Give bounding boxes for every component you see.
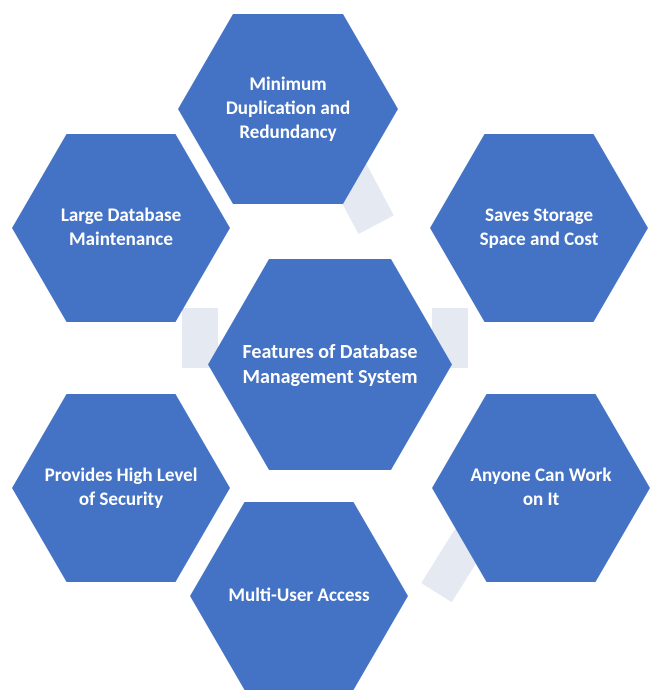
hex-upper-right: Saves Storage Space and Cost [430,134,648,322]
hex-label: Provides High Level of Security [12,464,230,512]
hex-label: Features of Database Management System [208,340,452,390]
hex-label: Saves Storage Space and Cost [430,204,648,252]
hex-label: Anyone Can Work on It [432,464,650,512]
hex-label: Multi-User Access [198,584,400,608]
hex-diagram: Features of Database Management System Mi… [0,0,659,698]
hex-label: Minimum Duplication and Redundancy [178,73,398,144]
hex-label: Large Database Maintenance [12,204,230,252]
hex-lower-left: Provides High Level of Security [12,394,230,582]
hex-bottom: Multi-User Access [190,502,408,690]
hex-center: Features of Database Management System [208,259,452,470]
hex-upper-left: Large Database Maintenance [12,134,230,322]
